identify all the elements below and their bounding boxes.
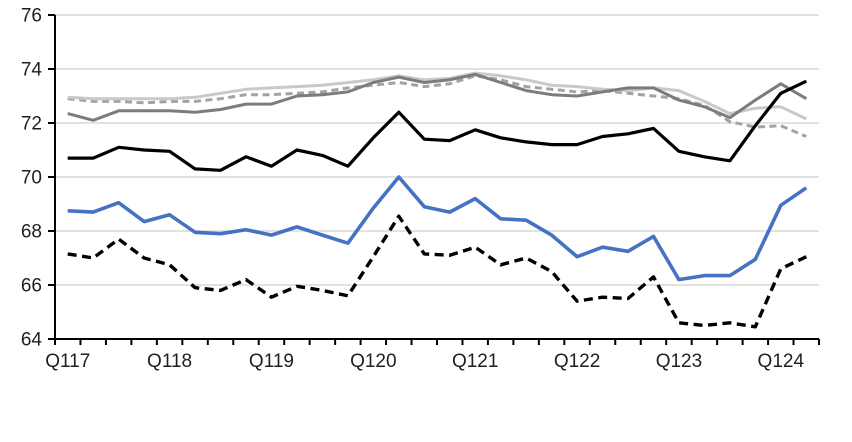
svg-text:Q118: Q118 <box>147 351 192 372</box>
svg-text:74: 74 <box>21 60 43 81</box>
chart-legend: <=540 541-600 601-660 661-720 >=720 Aggr… <box>0 375 852 442</box>
svg-text:Q120: Q120 <box>350 351 396 372</box>
svg-text:Q119: Q119 <box>249 351 294 372</box>
svg-text:70: 70 <box>21 168 42 189</box>
svg-text:72: 72 <box>21 114 42 135</box>
svg-text:Q117: Q117 <box>45 351 90 372</box>
svg-text:76: 76 <box>21 6 42 27</box>
svg-text:Q121: Q121 <box>452 351 498 372</box>
svg-text:Q123: Q123 <box>656 351 702 372</box>
svg-text:68: 68 <box>21 222 42 243</box>
svg-text:Q122: Q122 <box>554 351 600 372</box>
svg-text:Q124: Q124 <box>758 351 805 372</box>
svg-text:66: 66 <box>21 276 42 297</box>
plot-area: 64 66 68 70 72 74 76 Q117 Q118 Q119 Q120 Q121 Q122 Q1… <box>21 6 820 372</box>
svg-text:64: 64 <box>21 330 43 351</box>
